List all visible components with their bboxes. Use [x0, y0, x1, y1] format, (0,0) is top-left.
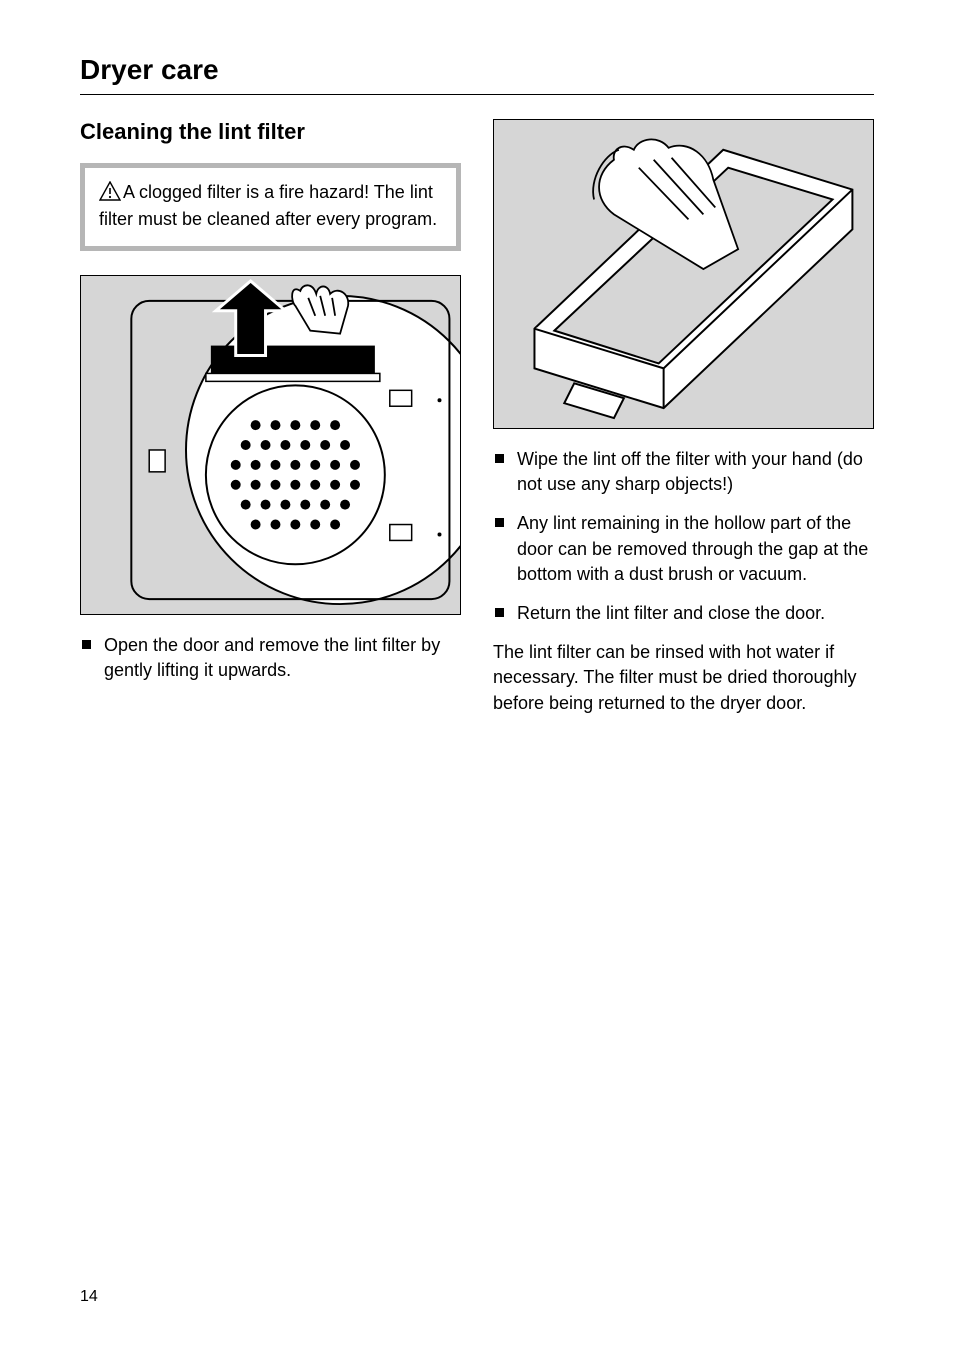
section-heading: Cleaning the lint filter [80, 119, 461, 145]
warning-icon [99, 181, 121, 207]
figure-remove-filter [80, 275, 461, 615]
warning-box: A clogged filter is a fire hazard! The l… [80, 163, 461, 251]
right-step-list: Wipe the lint off the filter with your h… [493, 447, 874, 626]
title-divider [80, 94, 874, 95]
warning-text: A clogged filter is a fire hazard! The l… [99, 182, 437, 229]
content-columns: Cleaning the lint filter A clogged filte… [80, 119, 874, 716]
right-column: Wipe the lint off the filter with your h… [493, 119, 874, 716]
list-item: Wipe the lint off the filter with your h… [493, 447, 874, 497]
list-item: Any lint remaining in the hollow part of… [493, 511, 874, 587]
page-number: 14 [80, 1288, 98, 1306]
left-step-list: Open the door and remove the lint filter… [80, 633, 461, 683]
page-title: Dryer care [80, 54, 874, 86]
left-column: Cleaning the lint filter A clogged filte… [80, 119, 461, 716]
list-item: Return the lint filter and close the doo… [493, 601, 874, 626]
list-item: Open the door and remove the lint filter… [80, 633, 461, 683]
closing-paragraph: The lint filter can be rinsed with hot w… [493, 640, 874, 716]
figure-wipe-filter [493, 119, 874, 429]
